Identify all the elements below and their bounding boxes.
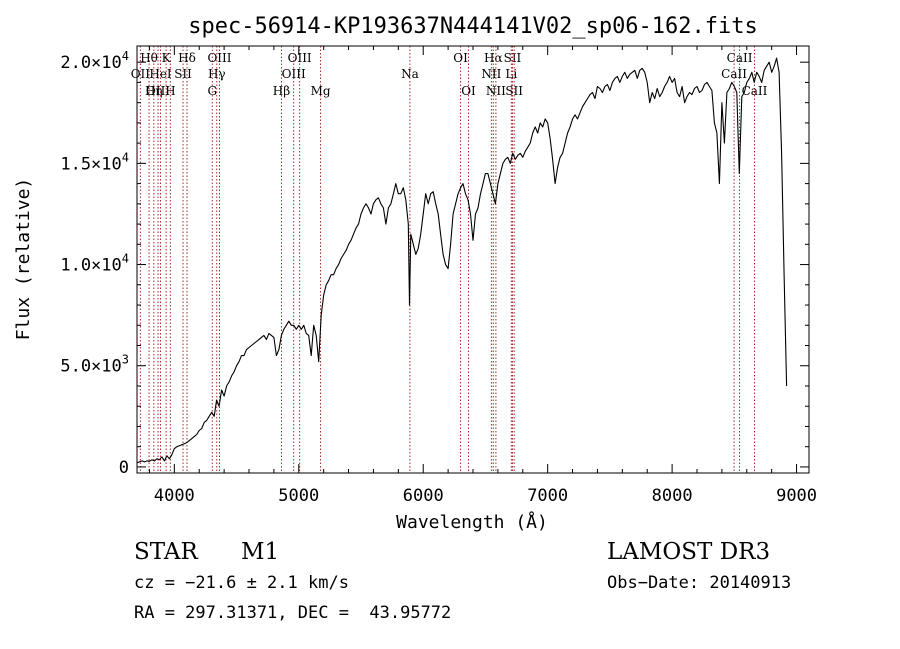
y-tick-label: 5.0×103 [60,353,129,377]
x-tick-label: 5000 [278,486,319,506]
survey-name: LAMOST DR3 [607,539,771,565]
chart-title: spec-56914-KP193637N444141V02_sp06-162.f… [188,14,758,39]
x-axis-label: Wavelength (Å) [396,511,548,533]
marker-label: OIII [146,84,170,98]
y-tick-exponent: 4 [122,49,129,63]
ra-dec-coordinates: RA = 297.31371, DEC = 43.95772 [134,603,452,623]
marker-label: OI [461,84,476,98]
marker-label: OII [131,67,151,81]
marker-label: Hη [145,84,163,98]
plot-frame [136,45,810,474]
observation-date: Obs−Date: 20140913 [607,573,792,593]
y-tick-exponent: 3 [122,353,129,367]
y-tick-mantissa: 2.0×10 [60,53,121,73]
y-tick-exponent: 4 [122,150,129,164]
marker-label: SII [174,67,192,81]
marker-label: OIII [282,67,306,81]
marker-label: Hβ [273,84,290,98]
x-tick-label: 6000 [403,486,444,506]
object-subclass: M1 [241,539,280,565]
x-tick-label: 9000 [776,486,817,506]
marker-label: Hθ [140,51,158,65]
marker-label: CaII [742,84,768,98]
marker-label: NII [486,84,506,98]
marker-label: SII [504,51,522,65]
marker-label: Li [505,67,517,81]
marker-label: H [165,84,175,98]
x-tick-label: 4000 [154,486,195,506]
marker-label: K [162,51,172,65]
marker-label: Mg [311,84,331,98]
marker-label: Hα [484,51,503,65]
marker-label: Hδ [178,51,196,65]
x-axis: 4000 5000 6000 7000 8000 9000 [148,46,817,506]
y-tick-exponent: 4 [122,252,129,266]
y-tick-mantissa: 1.0×10 [60,256,121,276]
y-tick-label: 1.5×104 [60,150,129,174]
marker-label: CaII [727,51,753,65]
y-tick-label: 0 [119,458,129,478]
marker-label: OI [453,51,468,65]
y-tick-mantissa: 0 [119,458,129,478]
marker-label: CaII [721,67,747,81]
spectrum-chart: spec-56914-KP193637N444141V02_sp06-162.f… [13,14,817,533]
redshift-velocity: cz = −21.6 ± 2.1 km/s [134,573,349,593]
y-tick-mantissa: 1.5×10 [60,154,121,174]
y-tick-label: 2.0×104 [60,49,129,73]
object-class: STAR [134,539,198,565]
marker-label: G [207,84,217,98]
x-tick-label: 8000 [652,486,693,506]
marker-label: OIII [288,51,312,65]
marker-label: OIII [207,51,231,65]
y-axis-label: Flux (relative) [13,178,34,341]
x-tick-label: 7000 [527,486,568,506]
y-tick-mantissa: 5.0×10 [60,357,121,377]
y-tick-label: 1.0×104 [60,252,129,276]
marker-label: NII [481,67,501,81]
marker-label: SII [505,84,523,98]
marker-label: HeI [149,67,172,81]
marker-label: Hγ [208,67,226,81]
spectrum-line [136,57,788,464]
marker-label: Na [401,67,419,81]
